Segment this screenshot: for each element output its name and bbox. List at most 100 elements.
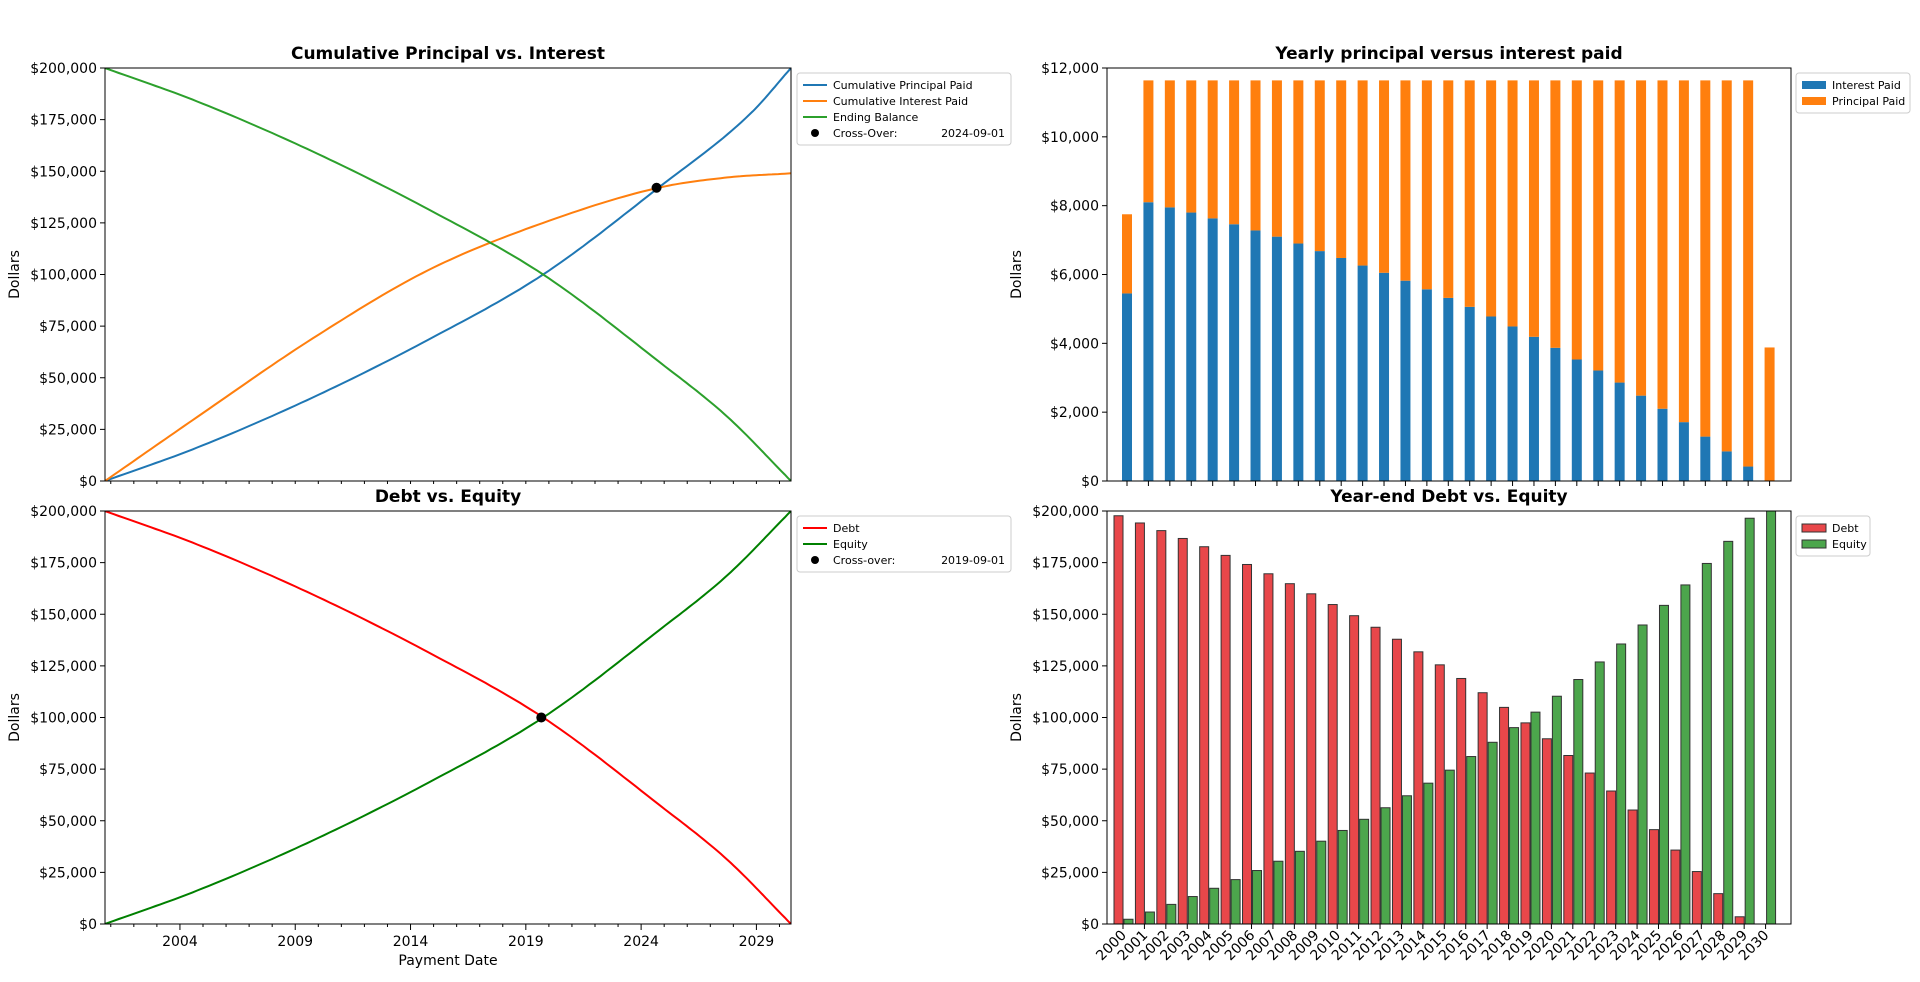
bar-principal-paid [1400, 80, 1411, 281]
chart-title: Year-end Debt vs. Equity [1329, 487, 1567, 507]
legend-label: Principal Paid [1832, 95, 1905, 108]
bar-equity [1209, 887, 1220, 925]
bar-interest-paid [1571, 359, 1582, 481]
bar-principal-paid [1357, 80, 1368, 266]
chart-p3: $0 $25,000 $50,000 $75,000 $100,000 $125,000 $… [7, 487, 1012, 969]
y-tick-label: $8,000 [1050, 199, 1099, 215]
bar-principal-paid [1678, 80, 1689, 423]
bar-equity [1294, 850, 1305, 925]
y-tick-label: $25,000 [39, 865, 97, 881]
bar-principal-paid [1421, 80, 1432, 290]
chart-p4: 2000200120022003200420052006200720082009… [1009, 487, 1871, 964]
bar-equity [1594, 661, 1605, 925]
legend-label: Interest Paid [1832, 79, 1901, 92]
y-axis-label: Dollars [7, 250, 23, 299]
legend-date: 2019-09-01 [941, 554, 1005, 567]
bar-equity [1401, 795, 1412, 925]
bar-principal-paid [1657, 80, 1668, 409]
bar-debt [1113, 515, 1124, 925]
x-tick-label: 2009 [277, 934, 313, 950]
legend-swatch [1802, 97, 1826, 105]
legend-swatch [1801, 539, 1827, 549]
bar-interest-paid [1421, 289, 1432, 481]
legend-swatch [1802, 81, 1826, 89]
bar-interest-paid [1443, 297, 1454, 481]
series-line-2 [105, 68, 791, 481]
y-tick-label: $125,000 [30, 659, 97, 675]
bar-interest-paid [1207, 218, 1218, 482]
crossover-marker [536, 712, 547, 723]
bar-debt [1199, 546, 1210, 925]
bar-debt [1349, 615, 1360, 925]
y-tick-label: $75,000 [1041, 762, 1099, 778]
bar-principal-paid [1743, 80, 1754, 467]
bar-equity [1166, 903, 1177, 925]
bar-debt [1242, 563, 1253, 925]
bar-principal-paid [1186, 80, 1197, 213]
y-tick-label: $175,000 [1032, 556, 1099, 572]
legend-swatch [1801, 523, 1827, 533]
p1-axes-frame [104, 67, 792, 482]
chart-p1: $0 $25,000 $50,000 $75,000 $100,000 $125,000 $… [7, 44, 1012, 490]
bar-interest-paid [1293, 243, 1304, 481]
legend-label: Ending Balance [833, 111, 919, 124]
y-tick-label: $0 [1081, 474, 1099, 490]
bar-interest-paid [1657, 408, 1668, 481]
y-tick-label: $100,000 [30, 268, 97, 284]
bar-principal-paid [1764, 347, 1775, 481]
bar-debt [1370, 626, 1381, 925]
bar-equity [1252, 870, 1263, 925]
bar-debt [1220, 554, 1231, 925]
bar-debt [1306, 593, 1317, 925]
bar-principal-paid [1614, 80, 1625, 383]
bar-interest-paid [1678, 422, 1689, 481]
chart-title: Debt vs. Equity [375, 487, 521, 507]
bar-interest-paid [1336, 257, 1347, 481]
bar-interest-paid [1614, 382, 1625, 481]
bar-interest-paid [1379, 272, 1390, 481]
bar-debt [1284, 583, 1295, 925]
y-tick-label: $75,000 [39, 319, 97, 335]
legend-label: Debt [833, 522, 860, 535]
bar-interest-paid [1250, 230, 1261, 481]
bar-principal-paid [1164, 80, 1175, 208]
bar-principal-paid [1721, 80, 1732, 452]
bar-equity [1380, 807, 1391, 925]
bar-debt [1456, 677, 1467, 925]
y-axis-label: Dollars [7, 693, 23, 742]
y-tick-label: $125,000 [30, 216, 97, 232]
y-tick-label: $150,000 [30, 164, 97, 180]
bar-equity [1273, 860, 1284, 925]
bar-equity [1551, 695, 1562, 925]
x-tick-label: 2029 [739, 934, 775, 950]
bar-interest-paid [1229, 224, 1240, 482]
y-tick-label: $175,000 [30, 113, 97, 129]
bar-interest-paid [1721, 451, 1732, 481]
bar-interest-paid [1464, 306, 1475, 481]
bar-interest-paid [1486, 316, 1497, 481]
bar-debt [1434, 664, 1445, 925]
y-tick-label: $125,000 [1032, 659, 1099, 675]
bar-interest-paid [1400, 280, 1411, 481]
legend-label: Cross-Over: [833, 127, 897, 140]
bar-debt [1134, 522, 1145, 925]
bar-equity [1637, 624, 1648, 925]
bar-equity [1616, 643, 1627, 925]
y-tick-label: $175,000 [30, 556, 97, 572]
y-tick-label: $25,000 [1041, 865, 1099, 881]
bar-principal-paid [1143, 80, 1154, 203]
bar-principal-paid [1443, 80, 1454, 298]
bar-principal-paid [1250, 80, 1261, 231]
bar-principal-paid [1550, 80, 1561, 348]
x-tick-label: 2019 [508, 934, 544, 950]
bar-equity [1337, 829, 1348, 925]
bar-principal-paid [1507, 80, 1518, 327]
y-axis-label: Dollars [1009, 693, 1025, 742]
legend-label: Cumulative Principal Paid [833, 79, 973, 92]
bar-interest-paid [1528, 336, 1539, 481]
y-tick-label: $2,000 [1050, 405, 1099, 421]
bar-principal-paid [1700, 80, 1711, 437]
bar-interest-paid [1550, 347, 1561, 481]
series-line-0 [105, 68, 791, 481]
y-tick-label: $25,000 [39, 422, 97, 438]
